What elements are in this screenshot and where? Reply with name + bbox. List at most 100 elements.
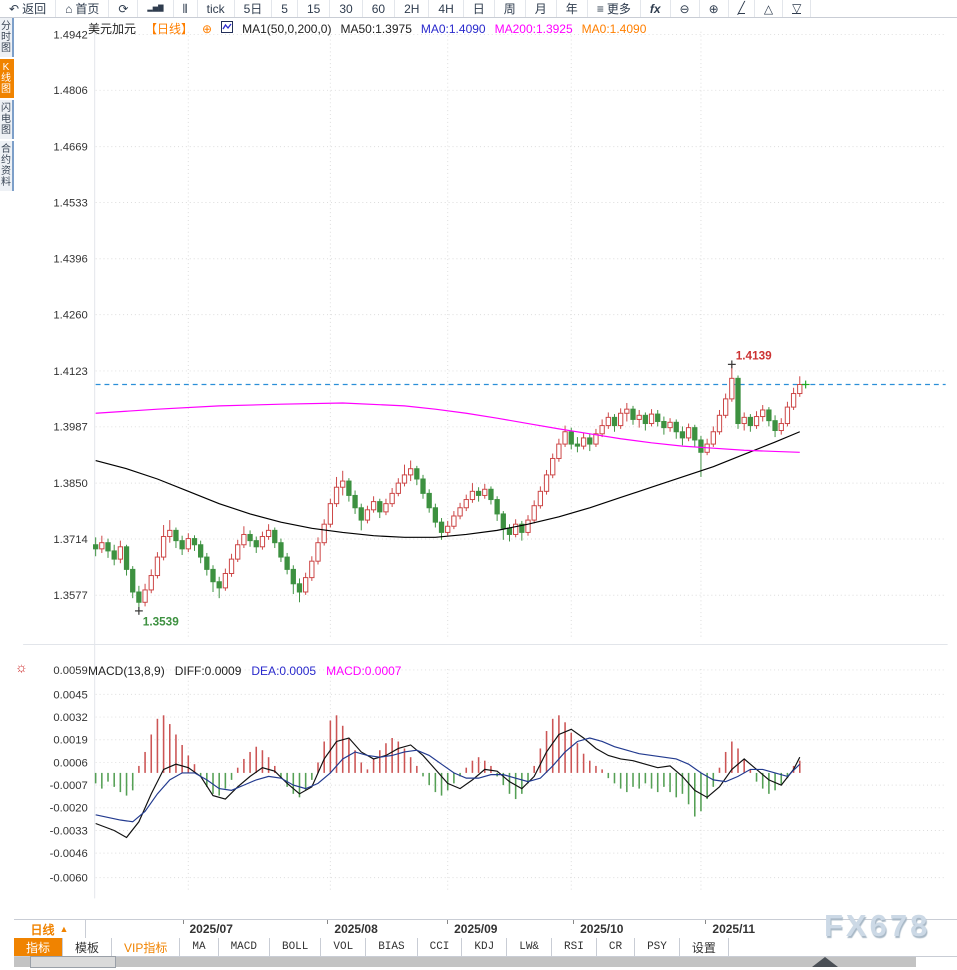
tab-macd[interactable]: MACD: [219, 938, 270, 956]
period-week-button-label: 周: [503, 2, 516, 16]
price-axis-label: 1.3577: [53, 590, 87, 602]
period-selector[interactable]: 日线 ▲: [14, 920, 86, 938]
ma-settings-icon[interactable]: [221, 21, 234, 36]
price-axis-label: 1.4806: [53, 85, 87, 97]
period-4h-button[interactable]: 4H: [429, 0, 464, 17]
period-5m-button-label: 5: [281, 1, 288, 16]
draw-tool-button[interactable]: ╱: [729, 0, 755, 17]
price-axis-label: 1.3714: [53, 534, 87, 546]
indicator-sun-icon[interactable]: ☼: [15, 659, 28, 675]
period-day-button[interactable]: 日: [464, 0, 495, 17]
x-axis-tick: [327, 920, 329, 924]
more-button-label: 更多: [606, 2, 631, 16]
macd-axis-label: -0.0060: [50, 873, 88, 885]
high-price-label: 1.4139: [736, 349, 772, 362]
fx-button[interactable]: fx: [641, 0, 671, 17]
period-30m-button[interactable]: 30: [330, 0, 363, 17]
tab-boll[interactable]: BOLL: [270, 938, 322, 956]
tab-lw[interactable]: LW&: [507, 938, 553, 956]
tab-vip-indicator[interactable]: VIP指标: [112, 938, 181, 956]
macd-axis-label: 0.0019: [53, 735, 87, 747]
x-axis-label: 2025/10: [580, 922, 624, 936]
ma200-line: [95, 402, 800, 453]
shape-tool-button[interactable]: △: [755, 0, 784, 17]
price-axis-label: 1.4669: [53, 142, 87, 154]
tab-cci[interactable]: CCI: [418, 938, 463, 956]
tab-bias[interactable]: BIAS: [366, 938, 418, 956]
marker-tool-button[interactable]: ▽: [783, 0, 812, 17]
period-15m-button[interactable]: 15: [298, 0, 331, 17]
triangle-icon: △: [763, 1, 774, 16]
macd-axis-label: -0.0033: [50, 825, 88, 837]
tab-cr[interactable]: CR: [597, 938, 636, 956]
refresh-icon: ⟳: [118, 1, 129, 16]
back-button[interactable]: ↶ 返回: [0, 0, 57, 17]
tab-vol[interactable]: VOL: [321, 938, 367, 956]
back-button-label: 返回: [22, 2, 47, 16]
tab-settings[interactable]: 设置: [680, 938, 729, 956]
home-button-label: 首页: [75, 2, 100, 16]
x-axis-label: 2025/09: [454, 922, 498, 936]
period-day-button-label: 日: [472, 2, 485, 16]
home-button[interactable]: ⌂ 首页: [56, 0, 110, 17]
period-month-button-label: 月: [534, 2, 547, 16]
sidebar-item-contract-info[interactable]: 合约资料: [0, 141, 14, 191]
low-price-label: 1.3539: [143, 616, 179, 629]
sidebar-item-lightning-chart[interactable]: 闪电图: [0, 100, 14, 139]
sidebar-item-kline-chart[interactable]: K线图: [0, 59, 14, 98]
tab-indicator[interactable]: 指标: [14, 938, 64, 956]
x-axis-tick: [705, 920, 707, 924]
scrollbar-thumb-icon[interactable]: [812, 957, 838, 967]
dea-line: [95, 737, 801, 823]
triangle-down-icon: ▽: [792, 1, 802, 15]
period-60m-button[interactable]: 60: [363, 0, 396, 17]
scrollbar-left-cap[interactable]: [30, 956, 116, 968]
x-axis-tick: [182, 920, 184, 924]
menu-icon: ≡: [596, 1, 604, 16]
period-30m-button-label: 30: [339, 1, 353, 16]
price-chart-canvas[interactable]: 1.4942 1.4806 1.4669 1.4533 1.4396 1.4260 1.41…: [0, 18, 957, 918]
period-tick-button[interactable]: tick: [198, 0, 235, 17]
tab-template[interactable]: 模板: [63, 938, 113, 956]
period-week-button[interactable]: 周: [495, 0, 526, 17]
price-axis-label: 1.4396: [53, 254, 87, 266]
zoom-out-button[interactable]: ⊖: [671, 0, 700, 17]
period-2h-button[interactable]: 2H: [395, 0, 430, 17]
period-tick-button-label: tick: [206, 1, 225, 16]
zoom-in-icon: ⊕: [708, 1, 719, 16]
x-axis-label: 2025/08: [334, 922, 378, 936]
x-axis-tick: [573, 920, 575, 924]
diff-line: [95, 728, 801, 839]
price-axis-label: 1.3987: [53, 422, 87, 434]
indicator-toolbar: 指标 模板 VIP指标 MA MACD BOLL VOL BIAS CCI KDJ LW& RSI CR…: [14, 938, 957, 957]
zoom-in-button[interactable]: ⊕: [700, 0, 729, 17]
macd-axis-label: 0.0059: [53, 665, 87, 677]
tab-ma[interactable]: MA: [180, 938, 219, 956]
tab-rsi[interactable]: RSI: [552, 938, 597, 956]
tab-psy[interactable]: PSY: [635, 938, 680, 956]
sidebar-item-time-chart[interactable]: 分时图: [0, 18, 14, 57]
tab-kdj[interactable]: KDJ: [462, 938, 508, 956]
period-2h-button-label: 2H: [404, 1, 420, 16]
chart-type-sidebar: 分时图 K线图闪电图合约资料: [0, 18, 14, 193]
period-5m-button[interactable]: 5: [272, 0, 298, 17]
period-5d-button-label: 5日: [243, 2, 263, 16]
pencil-icon: ╱: [737, 1, 745, 15]
period-60m-button-label: 60: [371, 1, 386, 16]
period-month-button[interactable]: 月: [526, 0, 557, 17]
chart-stats-button[interactable]: ▂▅▇: [138, 0, 174, 17]
period-5d-button[interactable]: 5日: [235, 0, 273, 17]
refresh-button[interactable]: ⟳: [109, 0, 139, 17]
back-icon: ↶: [9, 1, 20, 16]
period-15m-button-label: 15: [306, 1, 321, 16]
macd-axis-label: 0.0032: [53, 712, 87, 724]
ma50-line: [95, 431, 801, 538]
price-axis-label: 1.3850: [53, 478, 87, 490]
horizontal-scrollbar[interactable]: [14, 957, 916, 967]
period-year-button[interactable]: 年: [557, 0, 588, 17]
price-axis-label: 1.4942: [53, 29, 87, 41]
indicator-settings-button[interactable]: ⫴: [174, 0, 198, 17]
macd-axis-label: 0.0006: [53, 757, 87, 769]
add-indicator-icon[interactable]: ⊕: [202, 21, 213, 36]
more-button[interactable]: ≡ 更多: [588, 0, 641, 17]
